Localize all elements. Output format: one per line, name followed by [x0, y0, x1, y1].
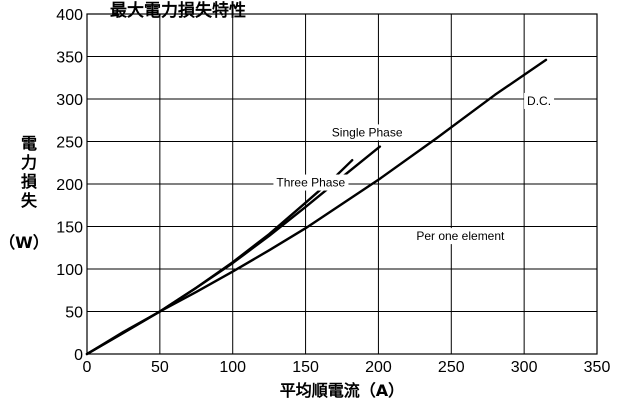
annotation-background — [524, 92, 555, 109]
annotation-background — [273, 174, 349, 191]
plot-frame — [86, 13, 598, 355]
annotation-label: Single Phase — [332, 125, 403, 139]
series-d-c-line — [85, 58, 548, 356]
y-tick-label: 400 — [56, 7, 83, 24]
y-tick-label: 200 — [56, 177, 83, 194]
y-tick-label: 250 — [56, 135, 83, 152]
y-tick-label: 100 — [56, 262, 83, 279]
y-axis-title-char: 力 — [21, 153, 37, 172]
y-axis-title: 電力損失 （W） — [0, 134, 49, 252]
curves — [85, 58, 548, 356]
y-axis-title-char: 電 — [21, 134, 37, 153]
x-axis-title: 平均順電流（A） — [280, 381, 404, 400]
y-tick-label: 150 — [56, 220, 83, 237]
x-tick-label: 300 — [511, 359, 538, 376]
chart-title: 最大電力損失特性 — [110, 0, 246, 21]
y-tick-label: 50 — [65, 305, 83, 322]
tick-labels: 0 50 100 150 200 250 300 350 0 50 100 150 200 250 300 3… — [56, 7, 610, 376]
annotation-label: Per one element — [416, 229, 505, 243]
x-tick-label: 50 — [151, 359, 169, 376]
annotation-background — [328, 124, 406, 141]
y-axis-unit: （W） — [0, 233, 49, 252]
y-tick-label: 300 — [56, 92, 83, 109]
x-tick-label: 150 — [292, 359, 319, 376]
x-tick-label: 350 — [584, 359, 611, 376]
annotations: Three Phase Single Phase D.C. Per one eleme… — [273, 92, 555, 245]
x-tick-label: 0 — [83, 359, 92, 376]
x-tick-label: 200 — [365, 359, 392, 376]
x-tick-label: 100 — [219, 359, 246, 376]
x-tick-label: 250 — [438, 359, 465, 376]
annotation-background — [413, 228, 509, 245]
annotation-label: Three Phase — [276, 176, 345, 190]
annotation-label: D.C. — [527, 94, 551, 108]
y-axis-title-char: 失 — [21, 191, 38, 210]
grid — [87, 14, 597, 354]
y-axis-title-char: 損 — [21, 172, 38, 191]
y-tick-label: 0 — [74, 347, 83, 364]
y-tick-label: 350 — [56, 50, 83, 67]
